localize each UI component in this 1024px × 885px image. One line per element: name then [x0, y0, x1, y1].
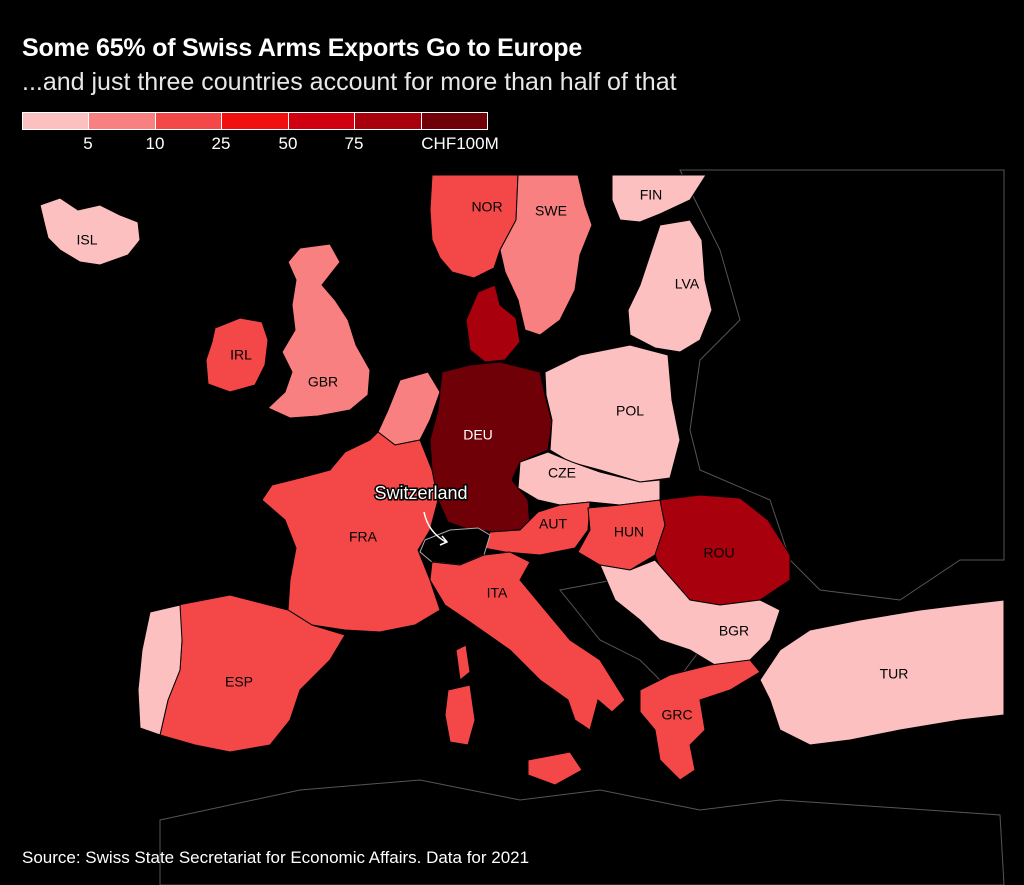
legend-bar — [22, 112, 488, 130]
map-finland — [611, 174, 707, 223]
label-cze: CZE — [548, 465, 576, 481]
callout-arrow — [423, 511, 447, 543]
label-tur: TUR — [880, 666, 909, 682]
label-rou: ROU — [703, 545, 734, 561]
map-bulgaria — [599, 559, 781, 666]
color-legend: 5 10 25 50 75 CHF100M — [22, 112, 499, 160]
label-grc: GRC — [661, 707, 692, 723]
label-fra: FRA — [349, 529, 378, 545]
label-swe: SWE — [535, 203, 567, 219]
legend-swatch — [222, 112, 289, 130]
map-iceland — [39, 197, 141, 266]
map-portugal — [137, 604, 183, 736]
chart-title: Some 65% of Swiss Arms Exports Go to Eur… — [22, 34, 583, 62]
legend-label: 5 — [83, 134, 93, 153]
africa-land — [159, 779, 1005, 885]
legend-label: 75 — [344, 134, 364, 153]
source-note: Source: Swiss State Secretariat for Econ… — [22, 848, 530, 867]
legend-label: CHF100M — [421, 134, 499, 153]
label-bgr: BGR — [719, 623, 749, 639]
map-ireland — [205, 317, 269, 393]
map-benelux — [377, 371, 441, 446]
legend-swatch — [288, 112, 356, 130]
legend-label: 25 — [211, 134, 231, 153]
map-denmark — [465, 284, 521, 363]
map-gbr — [267, 243, 371, 419]
legend-label: 50 — [278, 134, 298, 153]
map-sicily — [527, 751, 583, 786]
map-latvia — [627, 219, 713, 353]
label-deu: DEU — [463, 427, 493, 443]
label-gbr: GBR — [308, 374, 338, 390]
map-turkey — [759, 599, 1005, 746]
legend-swatch — [155, 112, 223, 130]
map-hungary — [577, 499, 666, 571]
label-pol: POL — [616, 403, 644, 419]
map-sweden — [499, 174, 593, 336]
label-irl: IRL — [230, 347, 252, 363]
legend-swatch — [89, 112, 156, 130]
legend-swatch — [22, 112, 90, 130]
legend-swatch — [421, 112, 488, 130]
label-aut: AUT — [539, 516, 567, 532]
callout-arrowhead — [439, 535, 449, 546]
legend-swatch — [355, 112, 422, 130]
label-esp: ESP — [225, 674, 253, 690]
legend-label: 10 — [145, 134, 165, 153]
map-sardinia — [444, 684, 476, 746]
map-austria — [483, 501, 591, 556]
label-hun: HUN — [614, 524, 644, 540]
map-france — [261, 431, 441, 633]
eastern-land — [679, 169, 1005, 601]
map-greece — [639, 659, 761, 781]
map-italy — [429, 551, 626, 731]
label-ita: ITA — [487, 585, 508, 601]
label-lva: LVA — [675, 276, 700, 292]
chart-subtitle: ...and just three countries account for … — [22, 68, 677, 96]
switzerland-callout: Switzerland — [374, 483, 467, 503]
map-germany — [429, 361, 553, 533]
label-isl: ISL — [76, 232, 97, 248]
label-nor: NOR — [471, 199, 502, 215]
map-corsica — [455, 644, 471, 681]
label-fin: FIN — [640, 187, 663, 203]
